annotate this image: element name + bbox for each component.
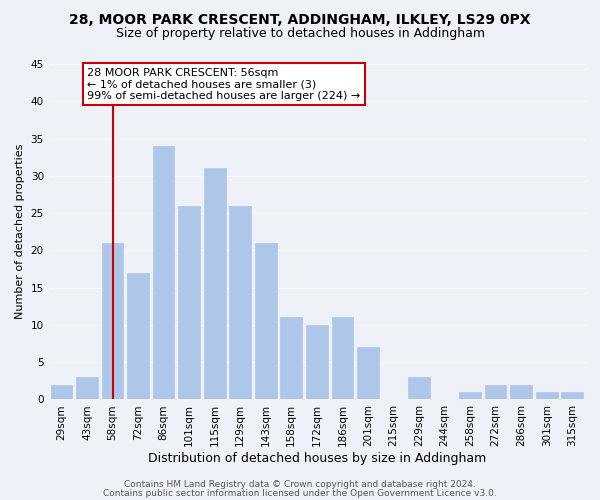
- Bar: [357, 348, 379, 400]
- Y-axis label: Number of detached properties: Number of detached properties: [15, 144, 25, 320]
- Bar: [280, 318, 302, 400]
- Text: Size of property relative to detached houses in Addingham: Size of property relative to detached ho…: [115, 28, 485, 40]
- Text: 28 MOOR PARK CRESCENT: 56sqm
← 1% of detached houses are smaller (3)
99% of semi: 28 MOOR PARK CRESCENT: 56sqm ← 1% of det…: [87, 68, 360, 101]
- Bar: [76, 377, 98, 400]
- Bar: [178, 206, 200, 400]
- Bar: [332, 318, 353, 400]
- Text: Contains public sector information licensed under the Open Government Licence v3: Contains public sector information licen…: [103, 489, 497, 498]
- Bar: [306, 325, 328, 400]
- Bar: [127, 272, 149, 400]
- Bar: [153, 146, 175, 400]
- Text: Contains HM Land Registry data © Crown copyright and database right 2024.: Contains HM Land Registry data © Crown c…: [124, 480, 476, 489]
- Bar: [485, 384, 506, 400]
- Bar: [229, 206, 251, 400]
- Bar: [101, 243, 124, 400]
- Bar: [50, 384, 72, 400]
- Bar: [204, 168, 226, 400]
- Text: 28, MOOR PARK CRESCENT, ADDINGHAM, ILKLEY, LS29 0PX: 28, MOOR PARK CRESCENT, ADDINGHAM, ILKLE…: [69, 12, 531, 26]
- Bar: [510, 384, 532, 400]
- X-axis label: Distribution of detached houses by size in Addingham: Distribution of detached houses by size …: [148, 452, 486, 465]
- Bar: [408, 377, 430, 400]
- Bar: [536, 392, 557, 400]
- Bar: [562, 392, 583, 400]
- Bar: [459, 392, 481, 400]
- Bar: [255, 243, 277, 400]
